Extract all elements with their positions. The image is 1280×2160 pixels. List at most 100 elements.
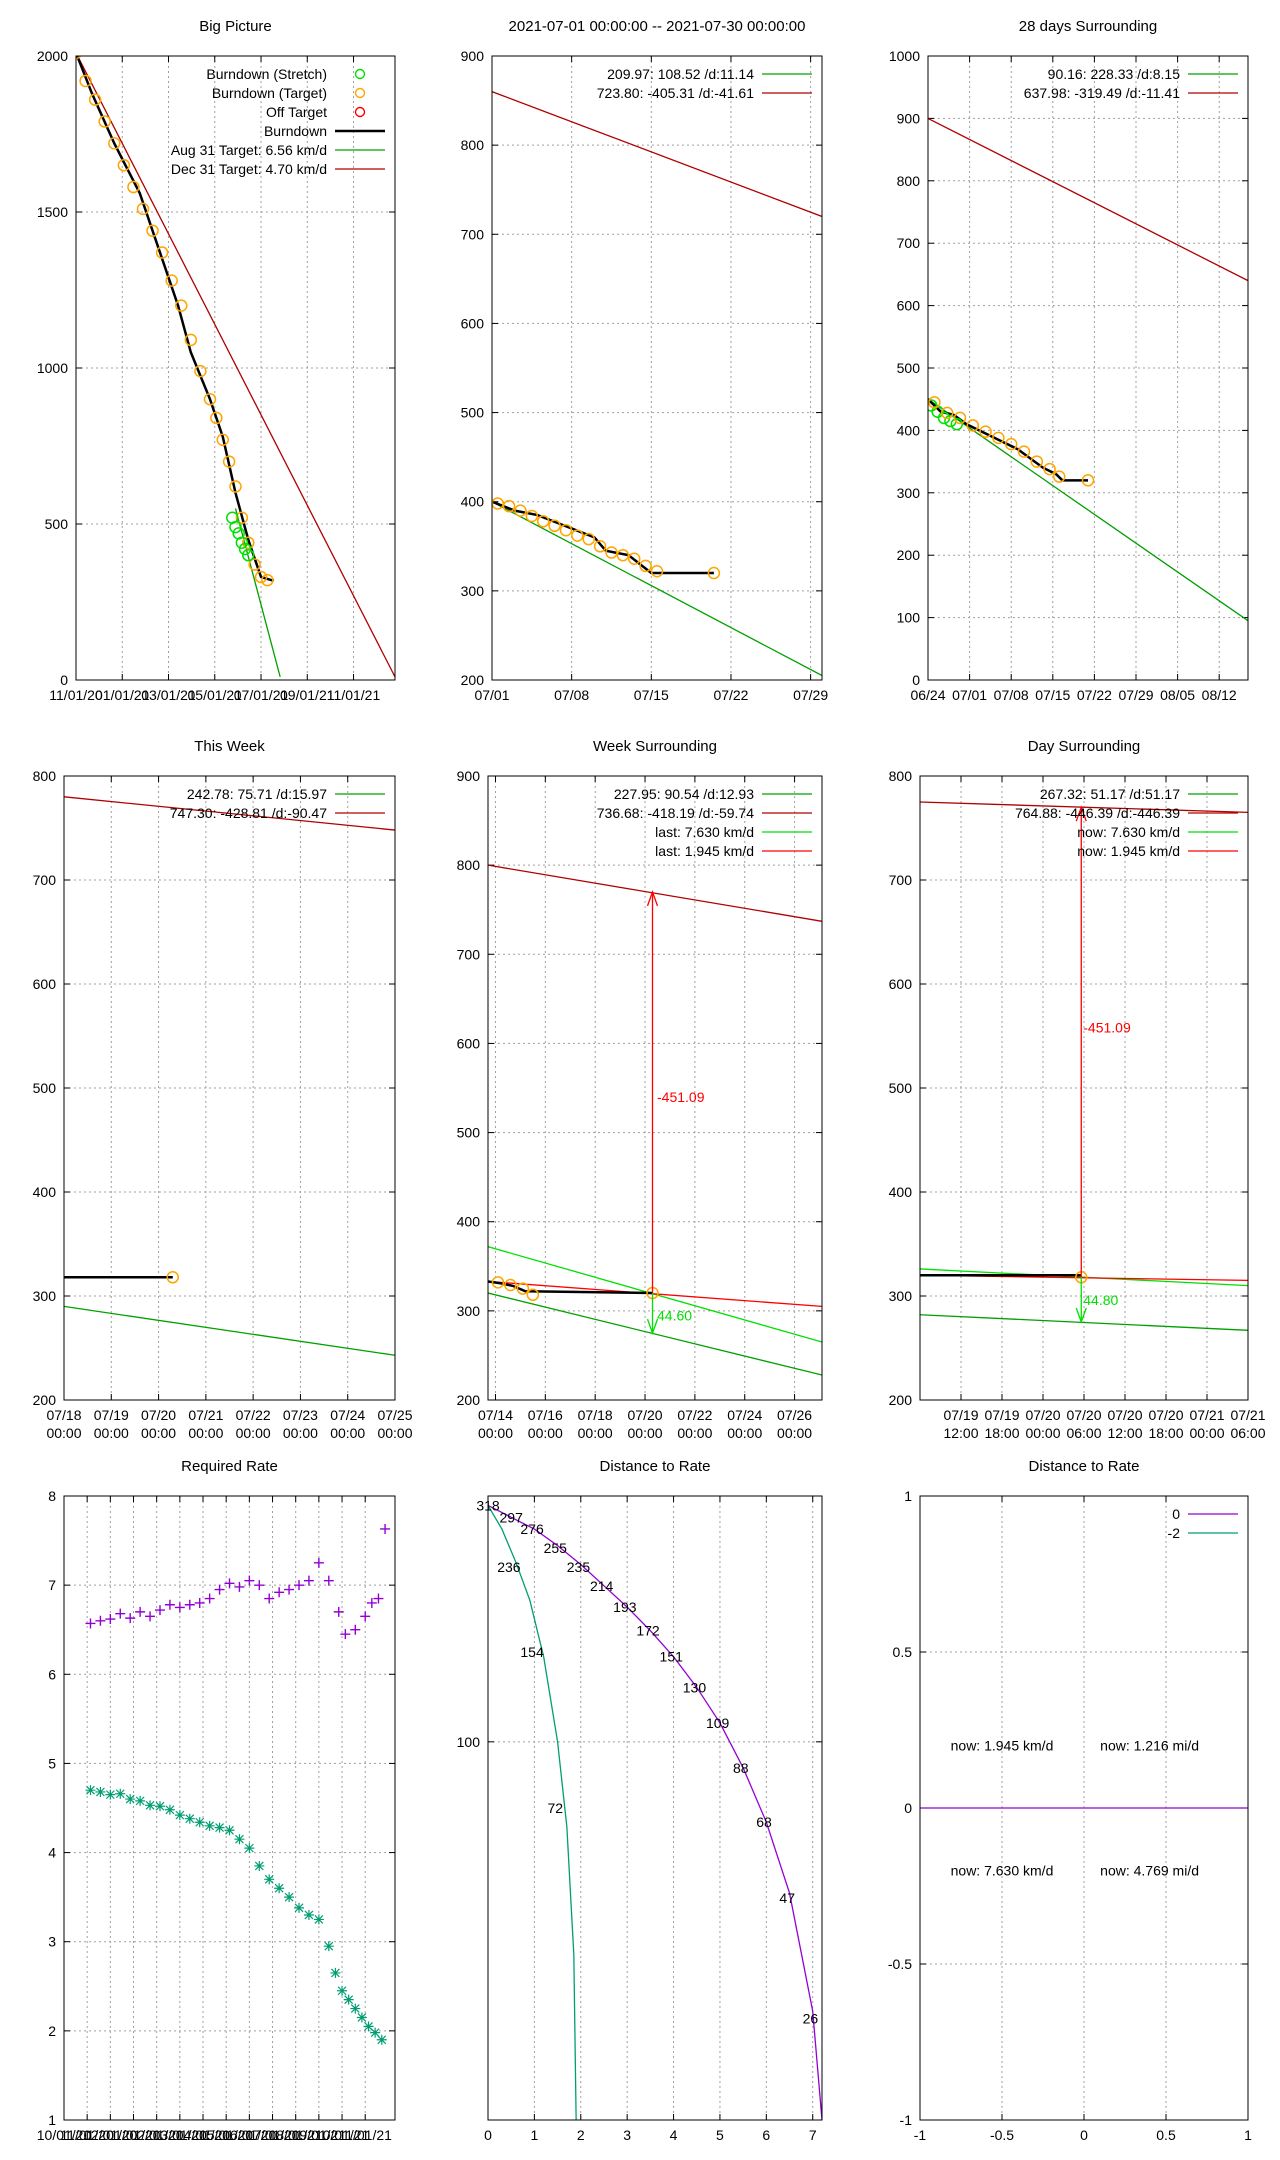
x-tick-label: 5 <box>716 2127 724 2143</box>
y-tick-label: 0 <box>912 672 920 688</box>
data-point <box>548 519 561 533</box>
data-point <box>992 431 1005 445</box>
data-point <box>222 455 236 468</box>
point-label: 235 <box>567 1559 591 1575</box>
data-point <box>115 1788 126 1799</box>
data-point <box>235 536 249 549</box>
x-tick-label: 07/22 <box>1077 687 1112 703</box>
data-point <box>294 1902 305 1913</box>
y-tick-label: 200 <box>33 1392 57 1408</box>
y-tick-label: 400 <box>457 1214 481 1230</box>
x-tick-label: 07/23 <box>283 1407 318 1423</box>
x-tick-label: 1 <box>530 2127 538 2143</box>
x-tick-label: 07/20 <box>141 1407 176 1423</box>
y-tick-label: 3 <box>48 1934 56 1950</box>
y-tick-label: 900 <box>457 768 481 784</box>
data-point <box>1081 474 1095 487</box>
plot-area <box>488 864 822 1376</box>
data-point <box>707 566 721 580</box>
x-tick-label: 0 <box>1080 2127 1088 2143</box>
series-line-black <box>488 1280 653 1295</box>
data-point <box>234 1834 245 1845</box>
data-point <box>639 559 652 573</box>
y-tick-label: 700 <box>461 226 485 242</box>
legend-label: 0 <box>1172 1506 1180 1522</box>
point-label: 236 <box>497 1559 521 1575</box>
data-point <box>127 180 140 194</box>
data-point <box>79 74 92 88</box>
data-point <box>363 2021 374 2032</box>
x-tick-label: 00:00 <box>141 1425 176 1441</box>
x-tick-label: 00:00 <box>188 1425 223 1441</box>
y-tick-label: 300 <box>461 583 485 599</box>
data-point <box>204 1820 215 1831</box>
x-tick-label: 12/01/20 <box>83 2127 138 2143</box>
annotation: -451.09 <box>1083 1020 1131 1036</box>
data-point <box>261 573 274 587</box>
x-tick-label: 07/25 <box>377 1407 412 1423</box>
y-tick-label: 0 <box>904 1800 912 1816</box>
point-label: 255 <box>544 1540 568 1556</box>
x-tick-label: 01/01/21 <box>95 687 150 703</box>
data-point <box>204 1593 215 1604</box>
x-tick-label: 08/01/21 <box>268 2127 323 2143</box>
x-tick-label: 07/21 <box>1230 1407 1265 1423</box>
x-tick-label: 4 <box>670 2127 678 2143</box>
y-tick-label: 200 <box>889 1392 913 1408</box>
point-label: 26 <box>803 2010 819 2026</box>
data-point <box>145 1800 156 1811</box>
chart-title: 28 days Surrounding <box>1019 18 1157 35</box>
data-point <box>229 480 242 493</box>
data-point <box>343 1994 354 2005</box>
data-point <box>360 1611 371 1622</box>
y-tick-label: 2 <box>48 2023 56 2039</box>
series-line-green <box>488 1292 822 1376</box>
x-tick-label: 00:00 <box>478 1425 513 1441</box>
data-point <box>85 1618 96 1629</box>
data-point <box>108 137 121 150</box>
legend-swatch <box>354 68 366 80</box>
y-tick-label: 800 <box>457 857 481 873</box>
data-point <box>184 1813 195 1824</box>
data-point <box>593 540 607 553</box>
chart-title: This Week <box>194 738 265 755</box>
chart-panel-p6: Day Surrounding 07/19 12:00 07/19 18:00 07/20… <box>889 738 1266 1441</box>
data-point <box>125 1613 136 1624</box>
data-point <box>950 417 964 431</box>
x-tick-label: 10/01/21 <box>315 2127 370 2143</box>
legend-swatch <box>354 106 366 118</box>
x-tick-label: 07/26 <box>777 1407 812 1423</box>
series-line-green <box>928 398 1248 622</box>
data-point <box>284 1584 295 1595</box>
x-tick-label: 08/05 <box>1160 687 1195 703</box>
data-point <box>146 224 159 237</box>
series-line-black <box>76 56 275 582</box>
data-point <box>294 1580 305 1591</box>
y-tick-label: 500 <box>33 1080 57 1096</box>
x-tick-label: 07/20 <box>628 1407 663 1423</box>
legend-label: Dec 31 Target: 4.70 km/d <box>171 161 327 177</box>
y-tick-label: 600 <box>457 1035 481 1051</box>
data-point <box>105 1614 116 1625</box>
x-tick-label: 07/15 <box>1035 687 1070 703</box>
data-point <box>373 1593 384 1604</box>
data-point <box>136 202 150 216</box>
chart-panel-p5: Week Surrounding 07/14 00:00 07/16 00:00 07/1… <box>457 738 823 1441</box>
x-tick-label: 07/20 <box>1148 1407 1183 1423</box>
data-point <box>184 333 198 347</box>
x-tick-label: 11/01/20 <box>49 687 103 703</box>
y-tick-label: 400 <box>889 1184 913 1200</box>
data-point <box>214 1822 225 1833</box>
arrow-head <box>646 1318 659 1336</box>
chart-panel-p1: Big Picture 11/01/2001/01/2103/01/2105/01… <box>37 18 396 703</box>
x-tick-label: 00:00 <box>1189 1425 1224 1441</box>
y-tick-label: 200 <box>457 1392 481 1408</box>
plot-area <box>488 1504 822 2120</box>
x-tick-label: 07/29 <box>1118 687 1153 703</box>
y-tick-label: 1500 <box>37 204 68 220</box>
y-tick-label: 500 <box>45 516 69 532</box>
x-tick-label: 07/24 <box>330 1407 365 1423</box>
y-tick-label: 5 <box>48 1755 56 1771</box>
